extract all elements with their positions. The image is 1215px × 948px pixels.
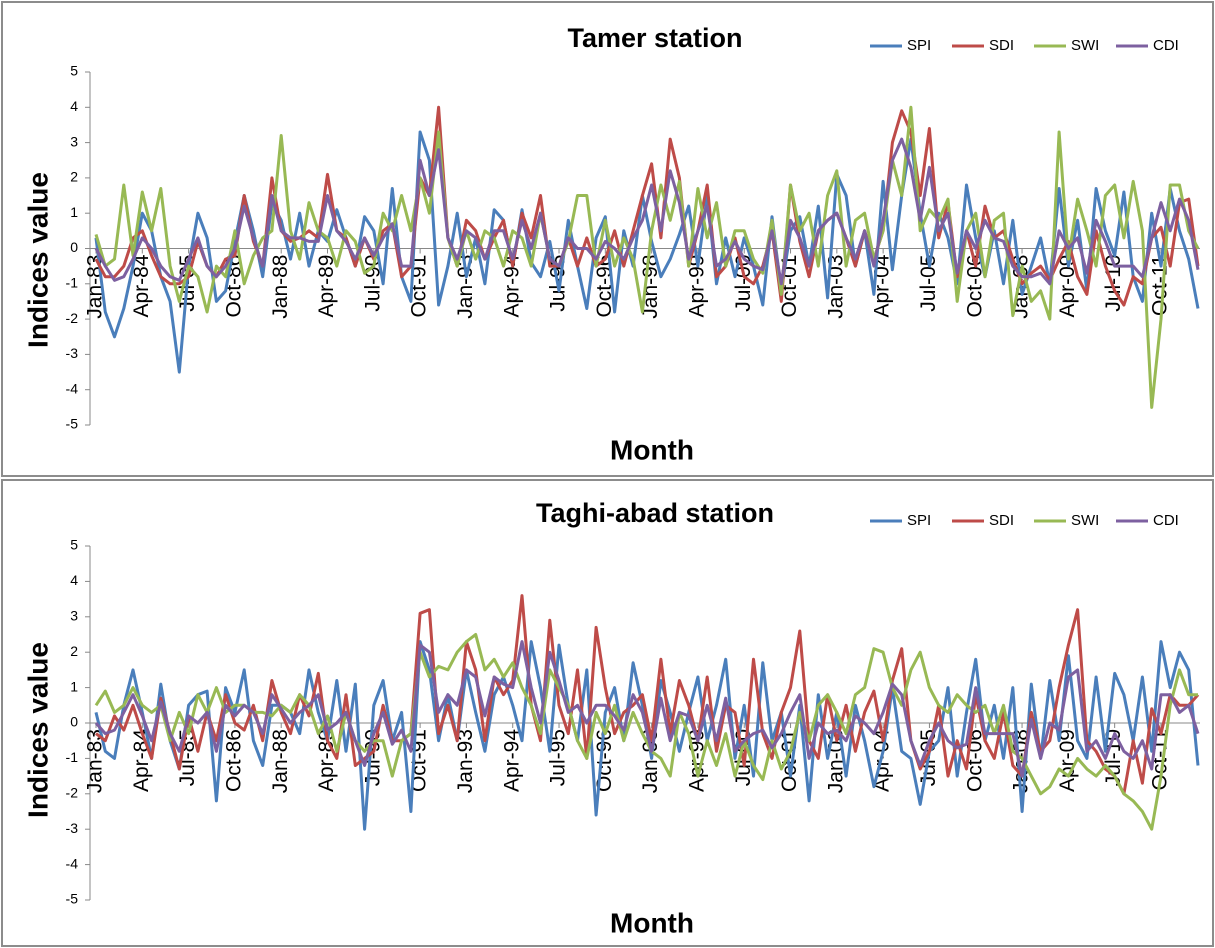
chart-title: Tamer station (567, 23, 742, 53)
series-line (94, 130, 1200, 374)
legend-label: SPI (907, 512, 931, 529)
legend-label: SWI (1071, 512, 1099, 529)
y-tick-label: -1 (66, 275, 79, 291)
y-tick-label: 4 (70, 572, 78, 588)
y-tick-label: 2 (70, 169, 78, 185)
y-tick-label: 2 (70, 643, 78, 659)
y-tick-label: 5 (70, 63, 78, 79)
x-tick-label: Apr-94 (500, 254, 523, 317)
y-tick-label: 3 (70, 133, 78, 149)
x-tick-label: Jan-88 (269, 255, 292, 319)
y-tick-label: -4 (66, 855, 79, 871)
panel-border (1, 1, 1214, 477)
x-tick-label: Oct-06 (963, 255, 986, 318)
x-tick-label: Jul-95 (547, 729, 570, 786)
y-tick-label: -5 (66, 416, 79, 432)
x-tick-label: Apr-89 (315, 729, 338, 792)
x-tick-label: Oct-86 (222, 729, 245, 792)
y-tick-label: 0 (70, 714, 78, 730)
x-tick-label: Jul-05 (917, 255, 940, 312)
series-line (94, 105, 1200, 409)
x-tick-label: Apr-09 (1056, 255, 1079, 318)
y-tick-label: 1 (70, 678, 78, 694)
panel-border (1, 479, 1214, 947)
y-tick-label: -5 (66, 891, 79, 907)
x-tick-label: Jul-90 (361, 729, 384, 786)
x-tick-label: Jan-98 (639, 729, 662, 793)
x-axis-title: Month (610, 434, 694, 465)
x-tick-label: Jan-93 (454, 255, 477, 319)
y-tick-label: -3 (66, 345, 79, 361)
x-tick-label: Apr-99 (685, 255, 708, 318)
legend-label: CDI (1153, 37, 1179, 54)
y-tick-label: -2 (66, 310, 79, 326)
y-axis-title: Indices value (22, 642, 53, 818)
y-tick-label: -2 (66, 785, 79, 801)
x-tick-label: Apr-89 (315, 255, 338, 318)
x-tick-label: Apr-94 (500, 729, 523, 792)
legend-label: SPI (907, 37, 931, 54)
x-tick-label: Apr-84 (130, 254, 153, 317)
y-axis-title: Indices value (22, 172, 53, 348)
y-tick-label: -4 (66, 380, 79, 396)
x-tick-label: Jan-83 (84, 729, 107, 793)
chart-title: Taghi-abad station (536, 498, 774, 528)
legend-label: SWI (1071, 37, 1099, 54)
x-tick-label: Jan-88 (269, 729, 292, 793)
legend-label: SDI (989, 37, 1014, 54)
y-tick-label: -3 (66, 820, 79, 836)
x-tick-label: Jul-90 (361, 255, 384, 312)
y-tick-label: 0 (70, 239, 78, 255)
y-tick-label: 3 (70, 608, 78, 624)
y-tick-label: 4 (70, 98, 78, 114)
y-tick-label: -1 (66, 749, 79, 765)
y-tick-label: 1 (70, 204, 78, 220)
x-axis-title: Month (610, 907, 694, 938)
series-line (94, 640, 1200, 778)
x-tick-label: Apr-09 (1056, 729, 1079, 792)
legend-label: CDI (1153, 512, 1179, 529)
series-line (94, 137, 1200, 286)
x-tick-label: Jan-93 (454, 729, 477, 793)
y-tick-label: 5 (70, 537, 78, 553)
legend-label: SDI (989, 512, 1014, 529)
